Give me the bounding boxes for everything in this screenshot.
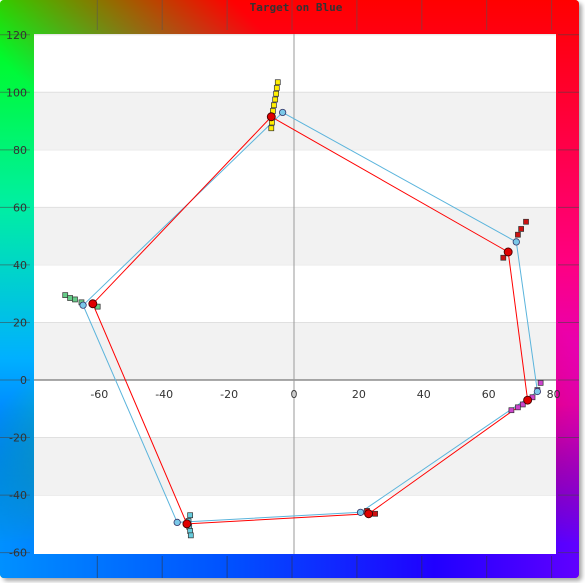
sample-marker (272, 96, 279, 103)
reference-marker (512, 238, 520, 246)
sample-marker (508, 407, 515, 414)
sample-marker (187, 532, 194, 539)
grid-bands (34, 34, 556, 496)
y-tick-labels: -60 -40 -20 0 20 40 60 80 100 120 (6, 29, 27, 560)
x-tick-label: 40 (417, 388, 431, 401)
y-tick-label: 20 (13, 316, 27, 329)
sample-marker (67, 295, 73, 301)
sample-marker (537, 380, 544, 386)
sample-marker (515, 231, 521, 238)
y-tick-label: -40 (9, 489, 27, 502)
sample-marker (62, 292, 69, 298)
x-tick-label: -60 (90, 388, 108, 401)
data-markers (62, 79, 544, 539)
reference-marker (79, 301, 87, 309)
y-tick-label: 120 (6, 29, 27, 42)
y-tick-label: 60 (13, 201, 27, 214)
sample-marker (273, 90, 280, 97)
axes (34, 34, 556, 554)
x-tick-label: 0 (291, 388, 298, 401)
x-tick-label: -40 (155, 388, 173, 401)
grid-band (34, 437, 556, 496)
chart-title: Target on Blue (250, 1, 343, 14)
target-marker (266, 112, 276, 122)
grid-band (34, 92, 556, 150)
sample-marker (274, 79, 281, 86)
sample-marker (518, 226, 525, 232)
y-tick-label: 100 (6, 86, 27, 99)
sample-marker (372, 510, 378, 517)
sample-marker (519, 401, 526, 408)
reference-marker (173, 518, 181, 527)
x-tick-label: 60 (482, 388, 496, 401)
target-marker (182, 519, 192, 529)
sample-marker (500, 254, 507, 261)
x-tick-label: 20 (352, 388, 366, 401)
sample-marker (271, 102, 277, 109)
sample-marker (72, 296, 78, 303)
x-tick-label: 80 (547, 388, 561, 401)
target-marker (523, 395, 533, 405)
sample-marker (515, 404, 521, 411)
y-tick-label: -60 (9, 547, 27, 560)
sample-marker (187, 512, 194, 519)
x-tick-label: -20 (220, 388, 238, 401)
reference-marker (279, 108, 287, 117)
y-tick-label: -20 (9, 432, 27, 445)
y-tick-label: 0 (20, 374, 27, 387)
reference-marker (533, 387, 541, 396)
sample-marker (268, 125, 275, 132)
sample-marker (273, 85, 280, 91)
target-marker (88, 299, 98, 309)
y-tick-label: 80 (13, 144, 27, 157)
target-marker (503, 247, 513, 257)
target-marker (364, 509, 374, 519)
y-tick-label: 40 (13, 259, 27, 272)
x-tick-labels: -60 -40 -20 0 20 40 60 80 (90, 388, 560, 401)
reference-marker (356, 508, 365, 516)
grid-band (34, 207, 556, 265)
sample-marker (523, 218, 529, 225)
